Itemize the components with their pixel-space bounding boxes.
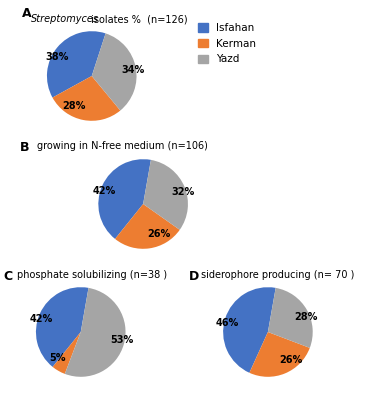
Wedge shape — [53, 332, 81, 374]
Text: 42%: 42% — [92, 186, 115, 196]
Text: A: A — [22, 6, 32, 20]
Text: 42%: 42% — [30, 314, 53, 324]
Text: 53%: 53% — [110, 335, 133, 345]
Text: isolates %  (n=126): isolates % (n=126) — [88, 14, 188, 24]
Wedge shape — [36, 287, 88, 367]
Wedge shape — [115, 204, 180, 249]
Wedge shape — [65, 288, 126, 377]
Wedge shape — [223, 287, 276, 373]
Text: Streptomyces: Streptomyces — [31, 14, 99, 24]
Wedge shape — [143, 160, 188, 230]
Wedge shape — [47, 31, 106, 98]
Text: growing in N-free medium (n=106): growing in N-free medium (n=106) — [37, 141, 208, 151]
Text: phosphate solubilizing (n=38 ): phosphate solubilizing (n=38 ) — [17, 270, 167, 280]
Text: 32%: 32% — [171, 187, 195, 197]
Wedge shape — [98, 159, 151, 239]
Text: 46%: 46% — [215, 318, 239, 328]
Text: B: B — [20, 141, 30, 154]
Text: C: C — [4, 270, 13, 283]
Text: 34%: 34% — [122, 65, 145, 75]
Text: 26%: 26% — [280, 355, 303, 365]
Wedge shape — [268, 288, 313, 348]
Text: 5%: 5% — [49, 354, 66, 364]
Legend: Isfahan, Kerman, Yazd: Isfahan, Kerman, Yazd — [197, 23, 256, 64]
Wedge shape — [250, 332, 310, 377]
Wedge shape — [92, 33, 137, 110]
Text: 38%: 38% — [45, 52, 68, 62]
Text: 26%: 26% — [148, 229, 171, 239]
Wedge shape — [52, 76, 120, 121]
Text: siderophore producing (n= 70 ): siderophore producing (n= 70 ) — [201, 270, 355, 280]
Text: 28%: 28% — [294, 312, 318, 322]
Text: D: D — [189, 270, 199, 283]
Text: 28%: 28% — [63, 101, 86, 111]
